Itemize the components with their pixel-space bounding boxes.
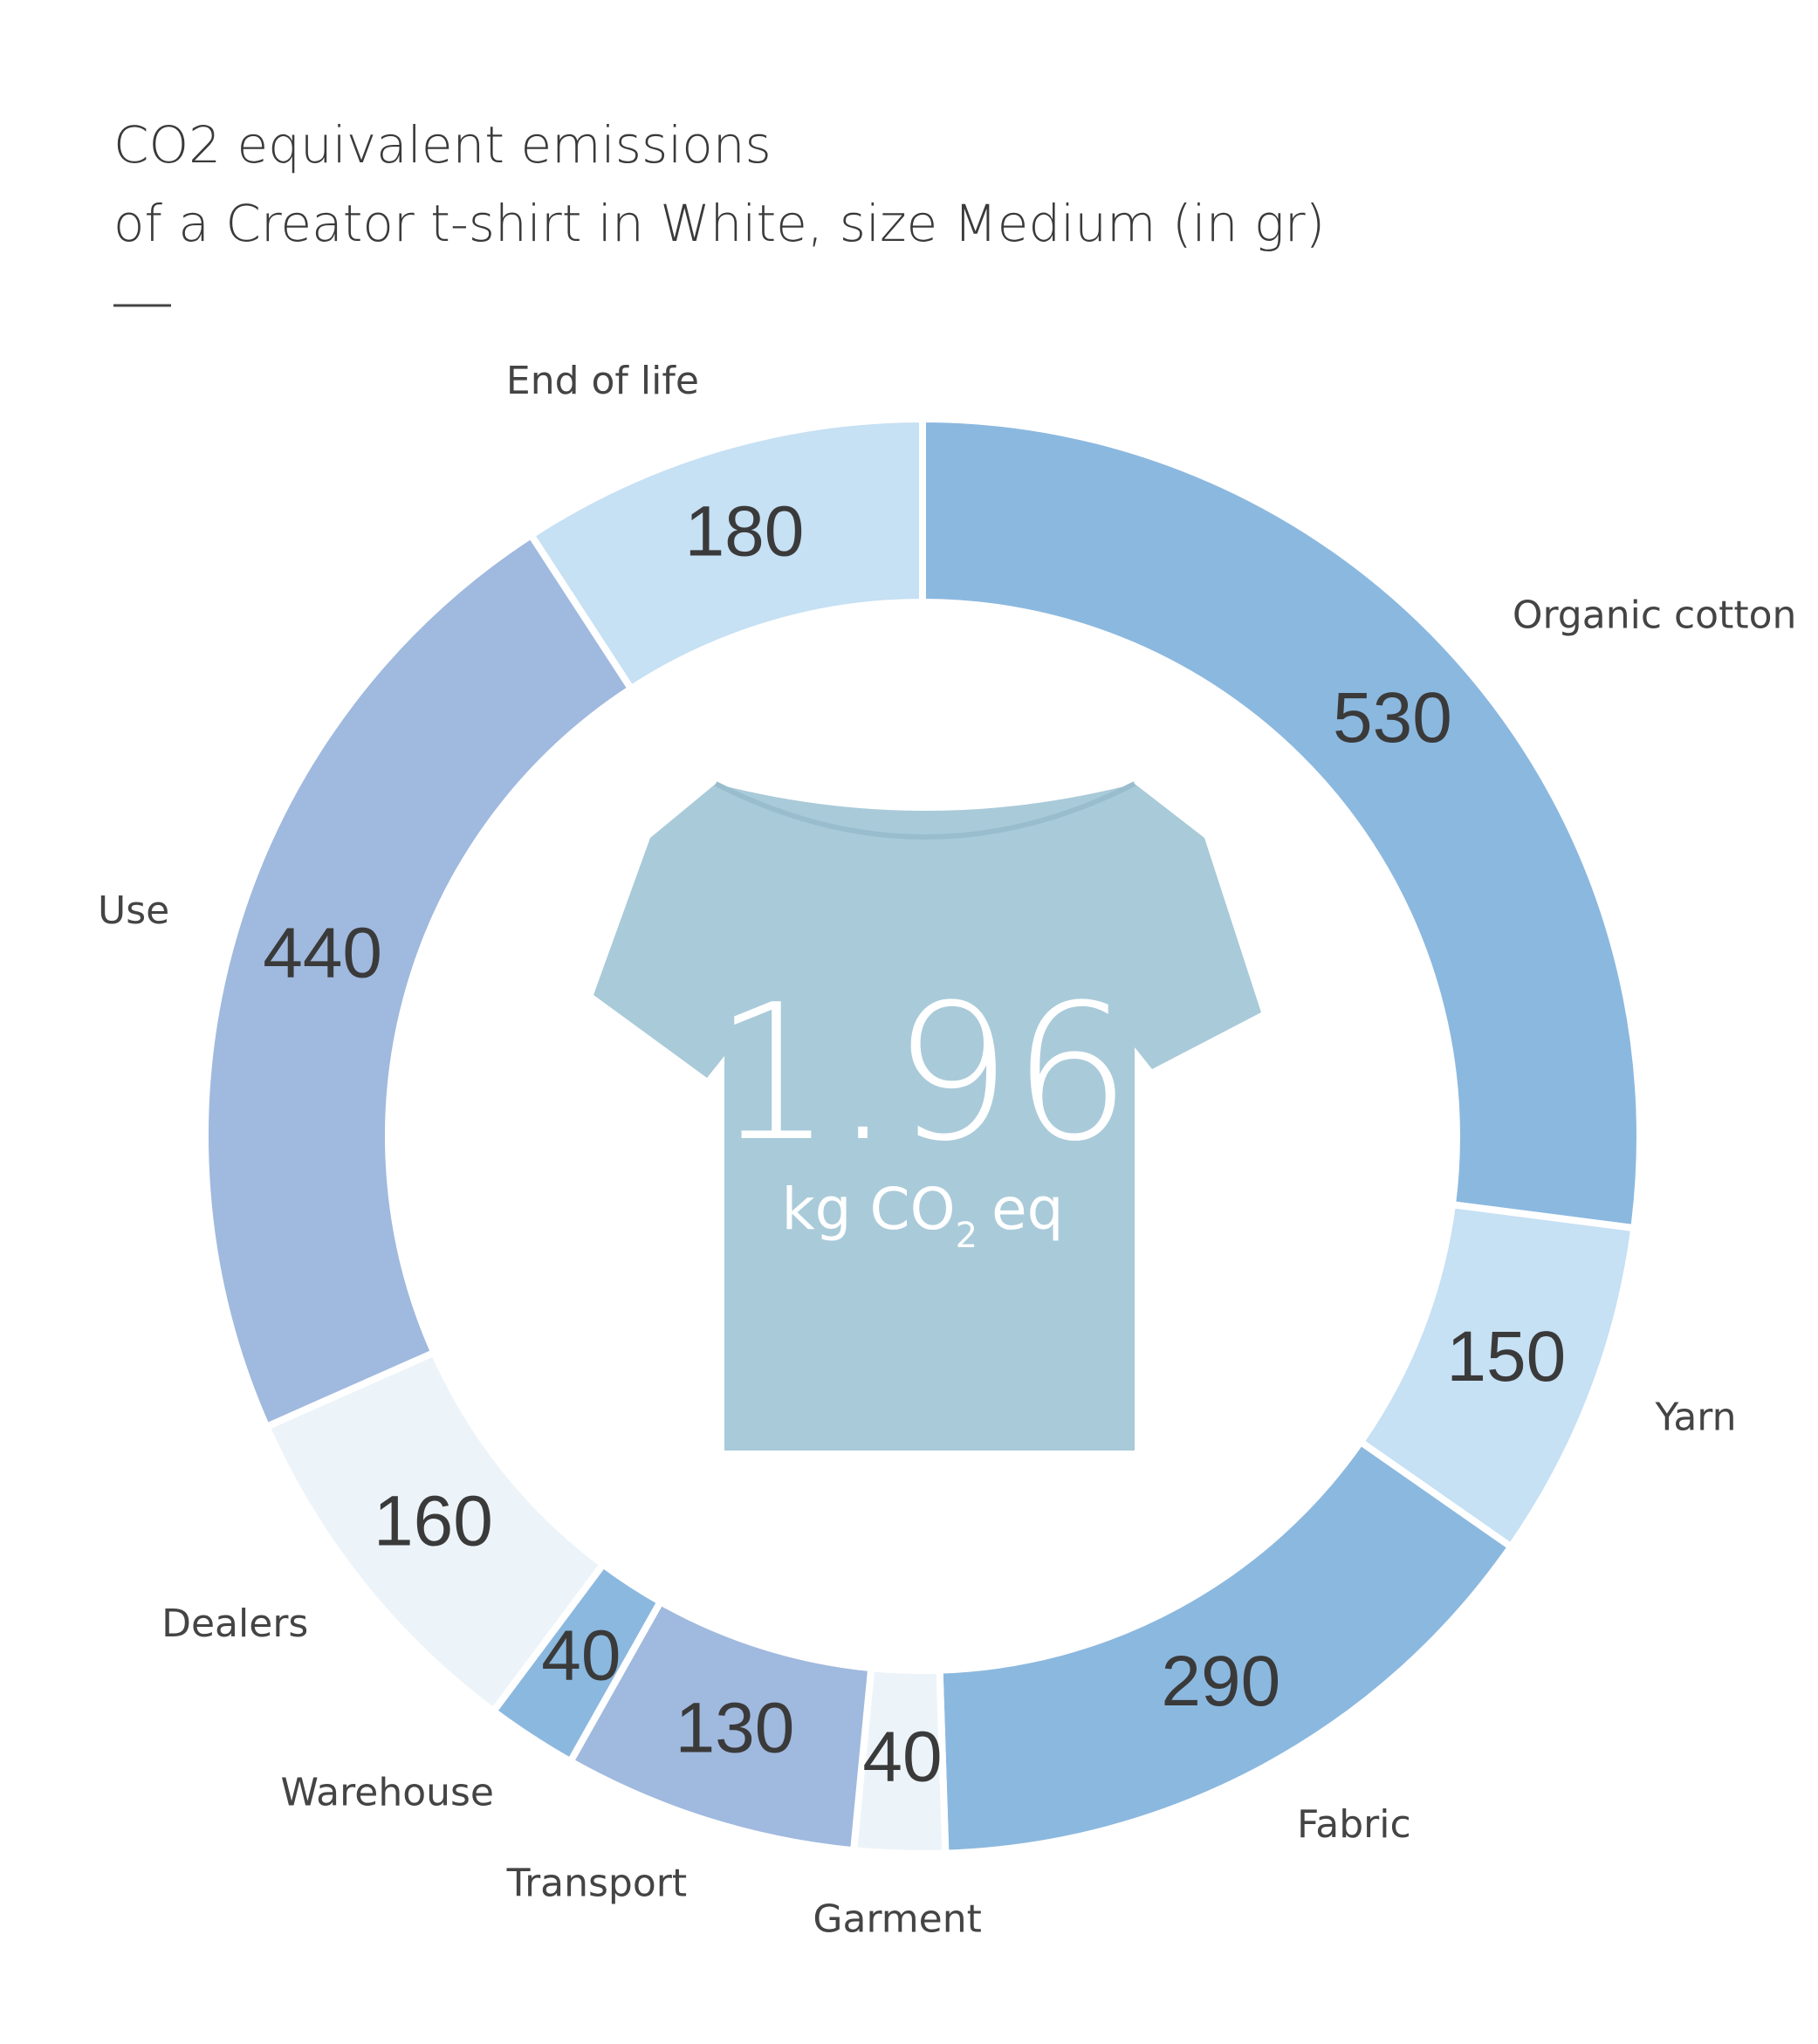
chart-title: CO2 equivalent emissions [113, 115, 772, 175]
category-label: Garment [813, 1897, 981, 1942]
value-label: 160 [374, 1482, 493, 1561]
category-label: Use [98, 888, 169, 933]
value-label: 440 [263, 914, 382, 993]
donut-segment [919, 415, 1643, 1232]
center-value: 1.96 [714, 964, 1132, 1183]
t-shirt-collar [714, 781, 1136, 840]
t-shirt [593, 784, 1261, 1451]
category-label: End of life [506, 359, 699, 403]
category-label: Yarn [1655, 1395, 1737, 1439]
center-unit: kg CO2 eq [781, 1176, 1063, 1256]
value-label: 150 [1446, 1317, 1566, 1396]
value-label: 180 [685, 491, 805, 571]
center-unit-text: kg CO [781, 1176, 955, 1243]
category-label: Fabric [1297, 1802, 1411, 1847]
category-label: Warehouse [280, 1770, 494, 1814]
category-label: Transport [506, 1862, 687, 1906]
donut-segment [202, 530, 636, 1432]
value-label: 130 [676, 1689, 795, 1768]
value-label: 290 [1161, 1642, 1280, 1721]
category-label: Organic cotton [1513, 593, 1797, 638]
chart-subtitle: of a Creator t-shirt in White, size Medi… [113, 194, 1325, 253]
value-label: 40 [541, 1616, 621, 1696]
center-unit-sub: 2 [956, 1216, 978, 1256]
center-unit-text: eq [991, 1176, 1064, 1243]
category-label: Dealers [161, 1602, 308, 1646]
value-label: 530 [1333, 678, 1452, 758]
donut-segment [526, 415, 926, 694]
value-label: 40 [862, 1717, 942, 1796]
